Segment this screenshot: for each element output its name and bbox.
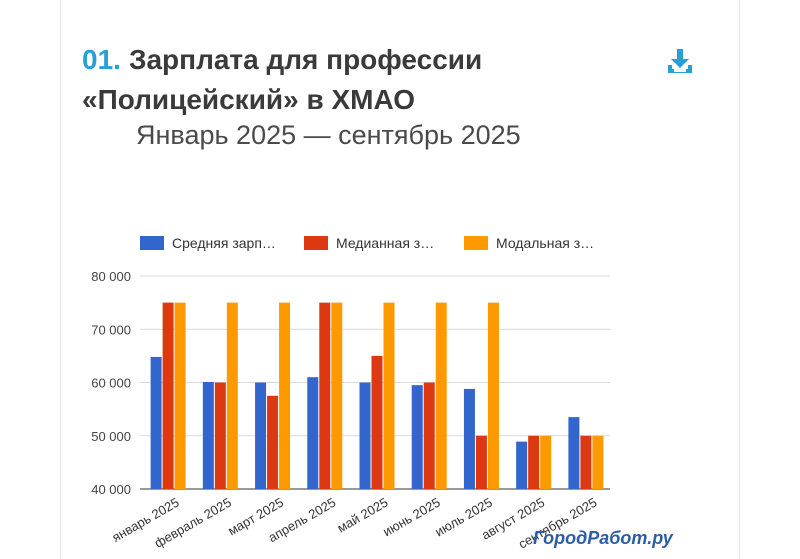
legend-swatch [464, 236, 488, 250]
y-tick-label: 80 000 [91, 269, 131, 284]
title-line-2: «Полицейский» в ХМАО [82, 84, 416, 115]
bar [150, 356, 162, 489]
page-title: 01. Зарплата для профессии «Полицейский» … [82, 40, 482, 120]
legend-label: Медианная з… [336, 235, 435, 251]
bar [174, 302, 186, 489]
left-divider [60, 0, 61, 559]
legend-label: Средняя зарп… [172, 235, 276, 251]
bar [435, 302, 447, 489]
bar [540, 435, 552, 489]
bar [279, 302, 291, 489]
right-divider [739, 0, 740, 559]
legend-label: Модальная з… [496, 235, 595, 251]
bar [592, 435, 604, 489]
y-tick-label: 60 000 [91, 376, 131, 391]
bar [371, 355, 383, 489]
bar [255, 382, 267, 489]
bar [319, 302, 331, 489]
period-subtitle: Январь 2025 — сентябрь 2025 [136, 120, 521, 150]
bar [226, 302, 238, 489]
bar [423, 382, 435, 489]
bar [162, 302, 174, 489]
bar [463, 388, 475, 489]
legend-item: Модальная з… [464, 234, 594, 252]
y-tick-label: 70 000 [91, 322, 131, 337]
bar [475, 435, 487, 489]
bar [580, 435, 592, 489]
bar [202, 381, 214, 489]
legend-swatch [304, 236, 328, 250]
y-tick-label: 50 000 [91, 429, 131, 444]
legend-item: Средняя зарп… [140, 234, 276, 252]
bar [359, 382, 371, 489]
x-tick-label: июнь 2025 [380, 495, 442, 540]
legend-swatch [140, 236, 164, 250]
bar [214, 382, 226, 489]
section-number: 01. [82, 44, 121, 75]
bar [383, 302, 395, 489]
bar [568, 417, 580, 489]
bar [487, 302, 499, 489]
legend-item: Медианная з… [304, 234, 434, 252]
bar [411, 385, 423, 489]
download-icon[interactable] [664, 46, 696, 80]
bar [267, 395, 279, 489]
title-line-1: Зарплата для профессии [128, 44, 483, 75]
bar [331, 302, 343, 489]
bar [528, 435, 540, 489]
y-tick-label: 40 000 [91, 482, 131, 497]
bar [516, 441, 528, 489]
watermark-logo: ГородРабот.ру [533, 528, 673, 548]
bar [307, 377, 319, 489]
